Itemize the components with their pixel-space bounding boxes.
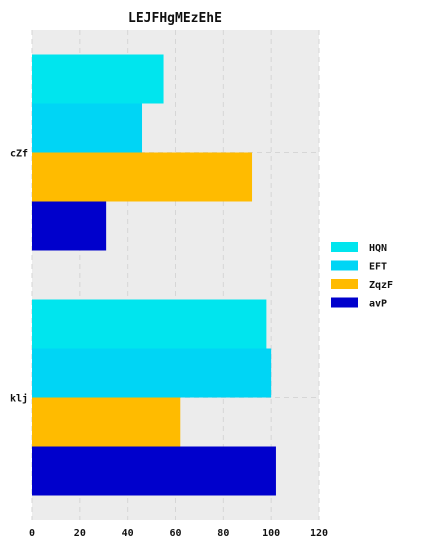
legend-swatch-HQN [331,242,358,252]
x-tick-label: 100 [262,528,280,539]
bar-ZqzF-cZf [32,152,253,202]
legend-swatch-ZqzF [331,279,358,289]
legend-swatch-EFT [331,260,358,271]
x-tick-label: 0 [29,528,35,539]
chart-title: LEJFHgMEzEhE [128,11,222,26]
x-tick-label: 40 [122,528,134,539]
legend-label-EFT: EFT [369,262,387,273]
bar-HQN-klj [32,299,267,349]
legend-label-ZqzF: ZqzF [369,280,393,291]
legend-swatch-avP [331,297,358,308]
x-tick-label: 120 [310,528,328,539]
y-tick-label: cZf [10,149,28,160]
bar-avP-cZf [32,201,107,251]
bar-EFT-cZf [32,103,143,153]
bar-HQN-cZf [32,54,164,104]
x-tick-label: 60 [169,528,181,539]
bar-avP-klj [32,446,276,496]
y-tick-labels: cZf klj [10,149,28,405]
bar-EFT-klj [32,348,272,398]
x-tick-label: 20 [74,528,86,539]
bar-ZqzF-klj [32,397,181,447]
legend-label-avP: avP [369,299,387,310]
x-tick-labels: 0 20 40 60 80 100 120 [29,528,328,539]
x-tick-label: 80 [217,528,229,539]
legend-label-HQN: HQN [369,243,387,254]
legend: HQN EFT ZqzF avP [331,242,393,310]
y-tick-label: klj [10,393,28,405]
bars [32,54,276,496]
